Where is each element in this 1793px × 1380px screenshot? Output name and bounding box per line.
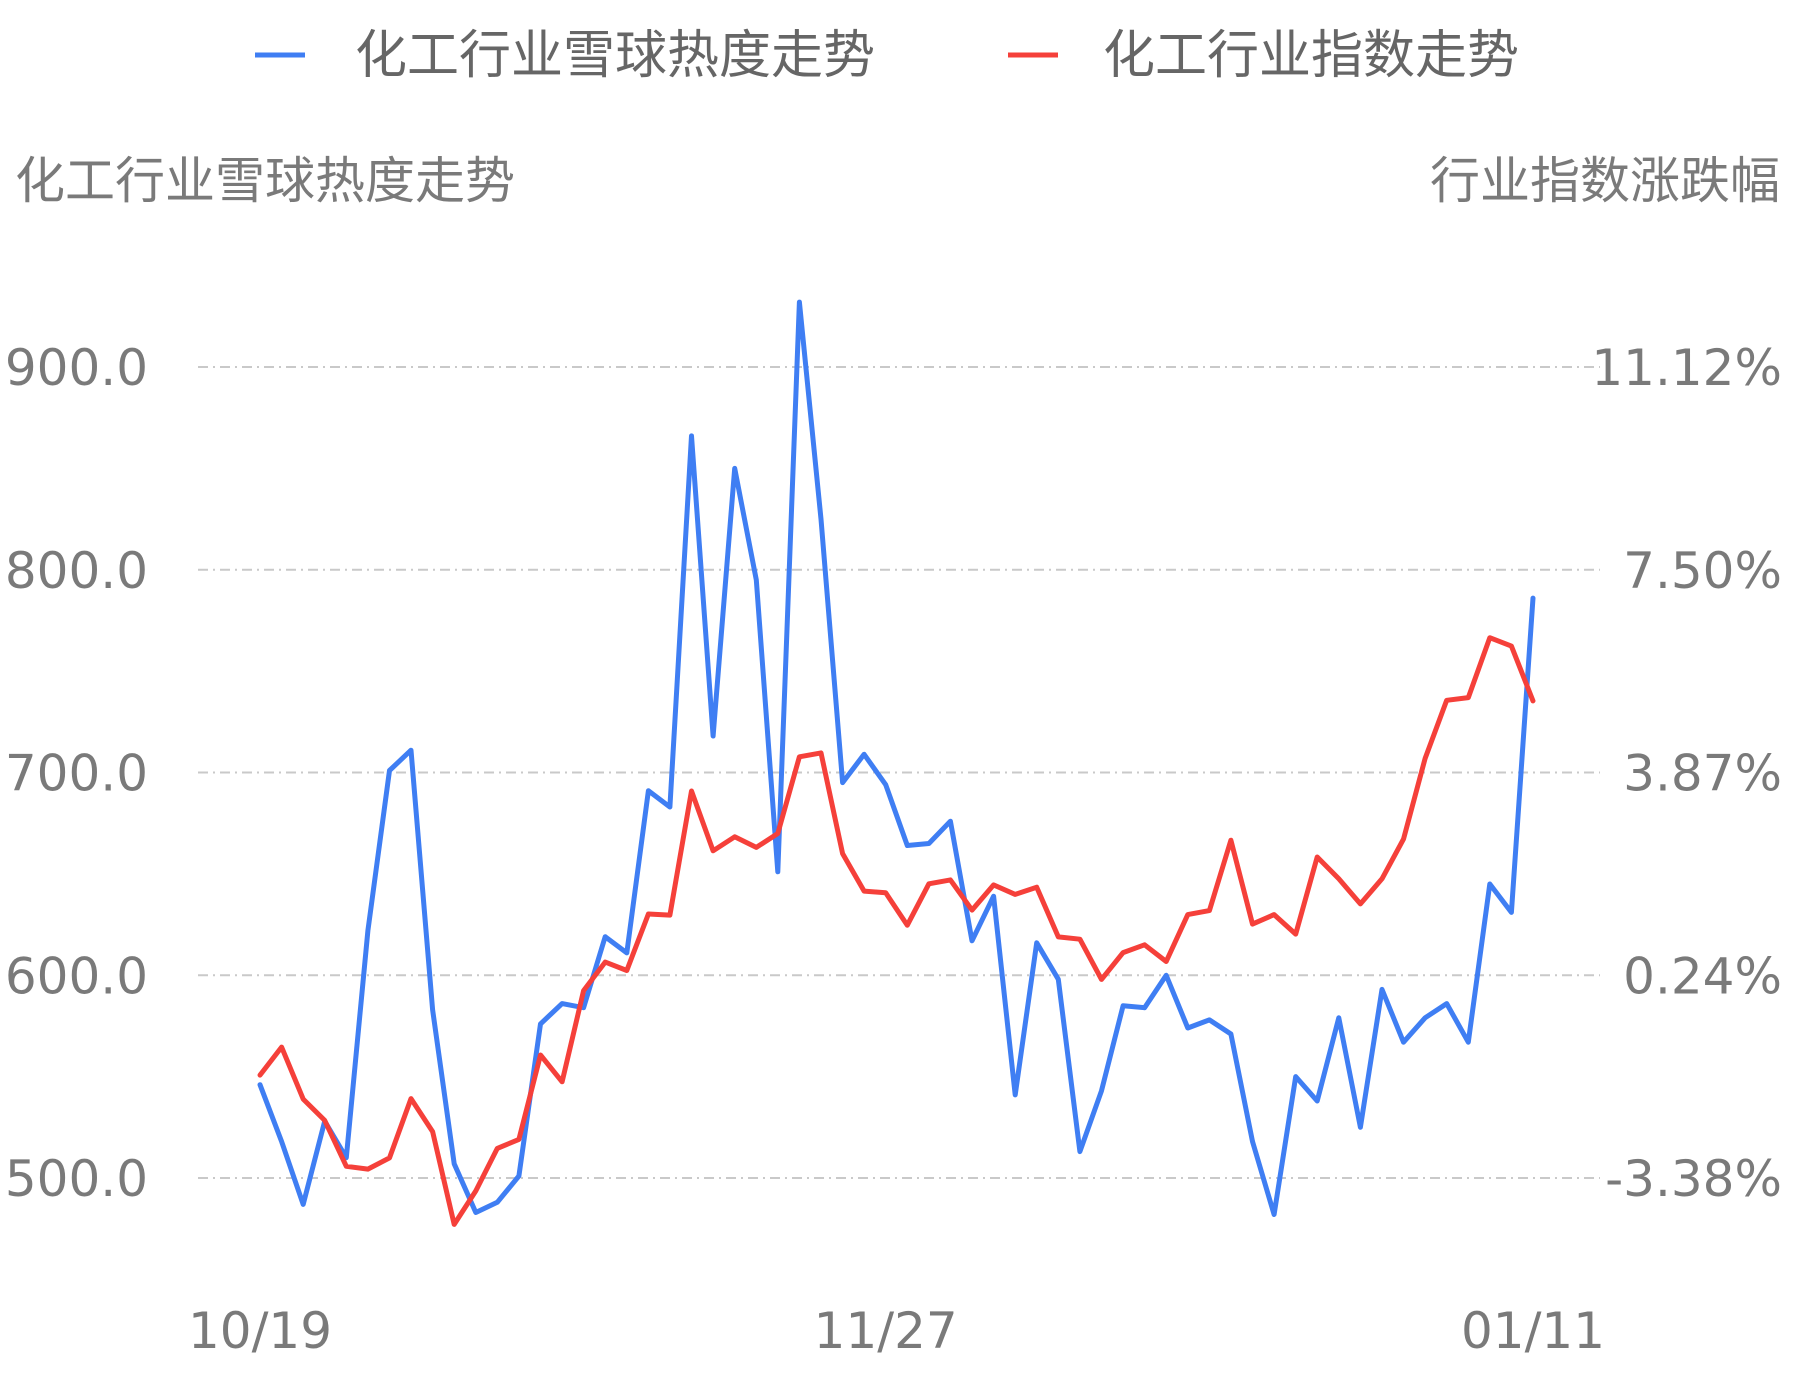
left-axis-title: 化工行业雪球热度走势: [15, 152, 515, 210]
left-tick-label: 700.0: [5, 745, 148, 803]
legend: 化工行业雪球热度走势 化工行业指数走势: [255, 26, 1519, 86]
left-tick-label: 900.0: [5, 339, 148, 397]
legend-label-index: 化工行业指数走势: [1103, 26, 1519, 86]
right-tick-label: 7.50%: [1623, 542, 1782, 600]
right-tick-label: -3.38%: [1605, 1150, 1782, 1208]
left-tick-label: 800.0: [5, 542, 148, 600]
gridlines: [198, 366, 1600, 1179]
right-axis-ticks: 11.12% 7.50% 3.87% 0.24% -3.38%: [1591, 339, 1782, 1208]
series-lines: [257, 299, 1536, 1227]
x-tick-label: 10/19: [188, 1302, 332, 1360]
series-line-heat: [257, 299, 1536, 1217]
left-axis-ticks: 900.0 800.0 700.0 600.0 500.0: [5, 339, 148, 1208]
left-tick-label: 600.0: [5, 947, 148, 1005]
x-tick-label: 01/11: [1461, 1302, 1605, 1360]
right-tick-label: 11.12%: [1591, 339, 1782, 397]
x-axis-ticks: 10/19 11/27 01/11: [188, 1302, 1605, 1360]
right-axis-title: 行业指数涨跌幅: [1430, 152, 1780, 210]
series-line-index: [257, 635, 1536, 1227]
legend-label-heat: 化工行业雪球热度走势: [355, 26, 875, 86]
x-tick-label: 11/27: [814, 1302, 958, 1360]
right-tick-label: 0.24%: [1623, 947, 1782, 1005]
right-tick-label: 3.87%: [1623, 745, 1782, 803]
left-tick-label: 500.0: [5, 1150, 148, 1208]
